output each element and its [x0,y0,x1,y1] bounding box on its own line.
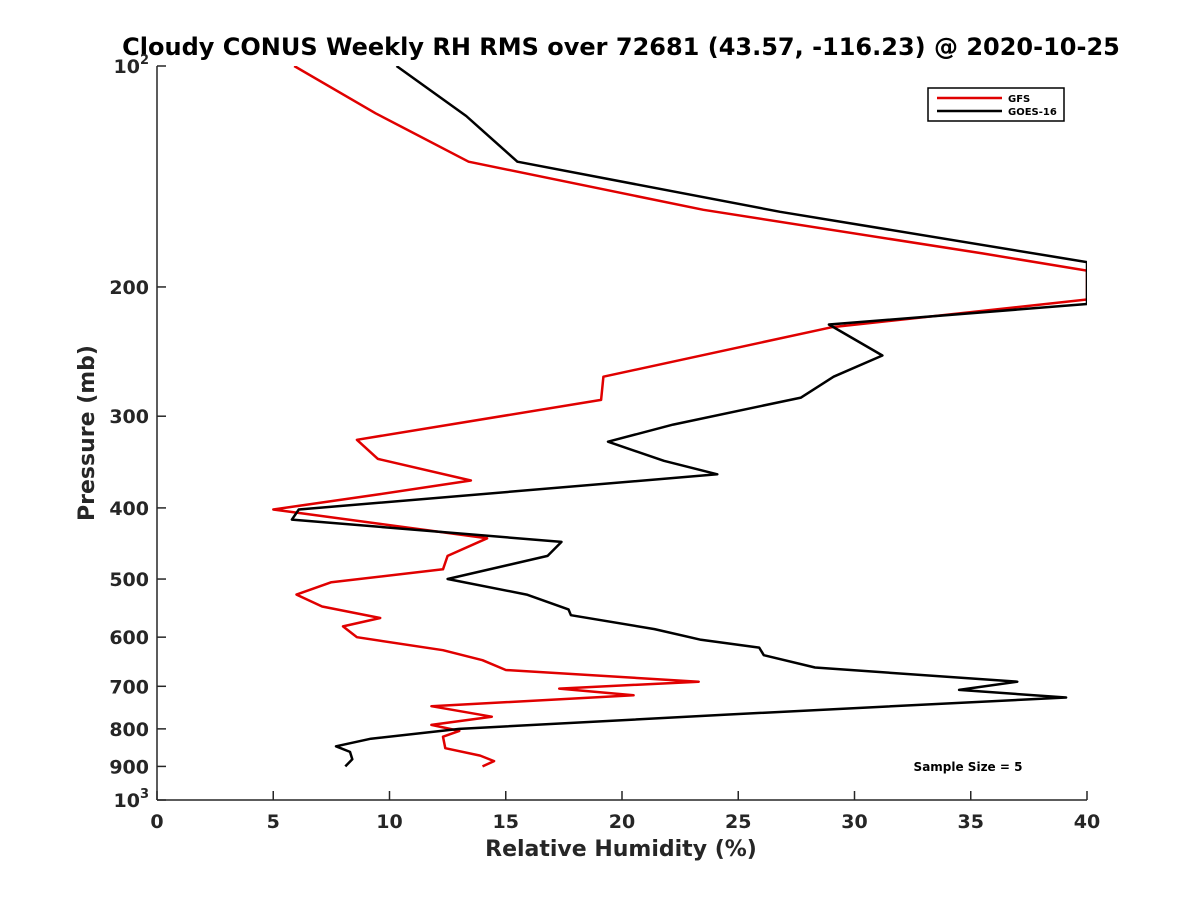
x-tick-label: 15 [493,811,519,833]
y-axis-label: Pressure (mb) [75,345,100,521]
y-tick-label: 600 [109,627,149,649]
x-ticks: 0 5 10 15 20 25 30 35 40 [150,791,1100,833]
x-tick-label: 20 [609,811,635,833]
legend: GFS GOES-16 [927,87,1065,122]
y-tick-label: 900 [109,756,149,778]
y-ticks: 102 200 300 400 500 600 700 800 900 103 [109,53,166,812]
legend-label-gfs: GFS [1008,94,1030,105]
axes-layer [156,66,1087,801]
x-tick-label: 0 [150,811,163,833]
y-tick-label: 300 [109,406,149,428]
x-tick-label: 30 [841,811,867,833]
y-tick-label: 700 [109,676,149,698]
series-line-goes16 [290,66,1087,768]
x-tick-label: 5 [267,811,280,833]
x-tick-label: 25 [725,811,751,833]
sample-size-annotation: Sample Size = 5 [914,760,1023,774]
series-layer [272,66,1087,768]
chart-title: Cloudy CONUS Weekly RH RMS over 72681 (4… [122,33,1120,61]
legend-label-goes16: GOES-16 [1008,107,1057,118]
y-tick-label: 200 [109,277,149,299]
x-tick-label: 10 [376,811,402,833]
x-tick-label: 35 [958,811,984,833]
legend-box [927,87,1065,122]
series-line-gfs [272,66,1087,768]
y-tick-label: 500 [109,569,149,591]
y-tick-label: 800 [109,719,149,741]
y-tick-label: 102 [114,53,150,78]
x-axis-label: Relative Humidity (%) [485,837,757,862]
y-tick-label: 400 [109,498,149,520]
y-tick-label: 103 [114,787,150,812]
x-tick-label: 40 [1074,811,1100,833]
